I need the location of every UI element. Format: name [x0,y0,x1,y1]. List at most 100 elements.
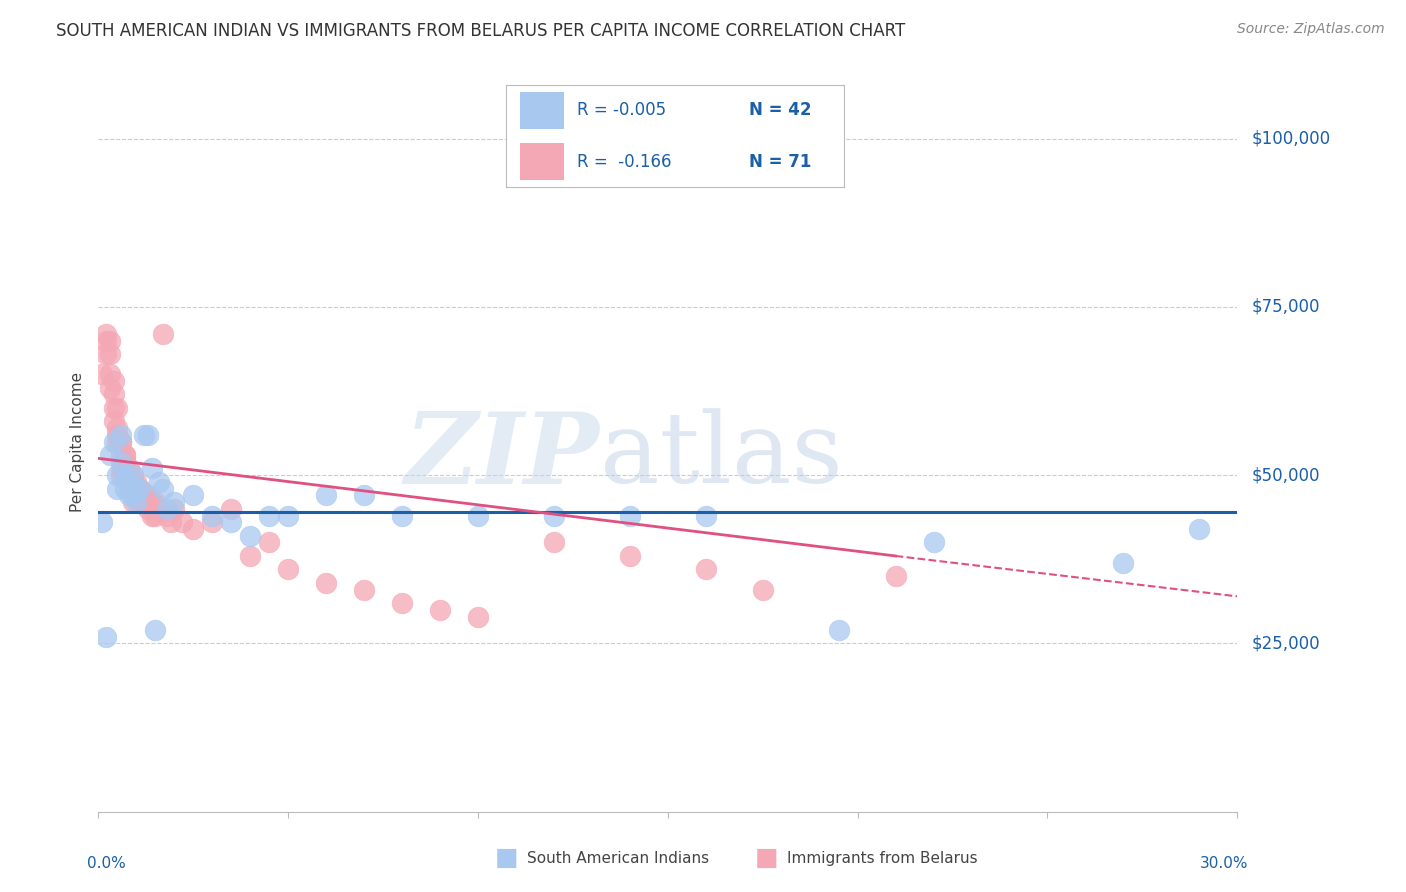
Point [125,475,148,489]
Point [828,623,851,637]
Point [315,488,337,502]
Text: ■: ■ [495,847,517,870]
Point [125,495,148,509]
Point [114,455,136,469]
Point [163,495,186,509]
Point [121,495,143,509]
Point [91,516,114,530]
Point [145,623,167,637]
Text: R = -0.005: R = -0.005 [576,102,666,120]
Point [141,508,163,523]
Point [145,508,167,523]
Point [118,488,141,502]
Point [110,427,132,442]
Point [619,549,641,563]
Point [103,387,125,401]
Point [695,508,717,523]
Text: South American Indians: South American Indians [527,851,710,865]
Text: ZIP: ZIP [405,409,599,505]
Point [118,475,141,489]
Point [121,488,143,502]
Point [110,461,132,475]
Point [103,434,125,449]
Text: R =  -0.166: R = -0.166 [576,153,672,170]
Point [619,508,641,523]
Point [136,427,159,442]
Point [121,468,143,483]
Point [315,575,337,590]
Point [114,448,136,462]
Point [922,535,945,549]
Point [543,508,565,523]
Point [467,508,489,523]
Point [118,475,141,489]
Point [114,468,136,483]
Point [141,495,163,509]
Point [183,522,205,536]
Point [107,421,129,435]
Point [129,488,152,502]
Point [110,455,132,469]
Text: N = 42: N = 42 [749,102,811,120]
Point [1188,522,1211,536]
Text: Immigrants from Belarus: Immigrants from Belarus [787,851,979,865]
Point [118,468,141,483]
Point [752,582,775,597]
Bar [520,144,564,180]
Text: atlas: atlas [599,409,842,504]
Point [132,427,155,442]
Point [201,516,224,530]
Point [107,427,129,442]
Text: 30.0%: 30.0% [1201,856,1249,871]
Point [163,501,186,516]
Point [118,482,141,496]
Point [129,495,152,509]
Point [94,630,117,644]
Point [221,501,243,516]
Point [429,603,451,617]
Point [145,495,167,509]
Point [136,495,159,509]
Bar [520,92,564,128]
Point [543,535,565,549]
Point [125,482,148,496]
Point [114,455,136,469]
Point [107,434,129,449]
Point [183,488,205,502]
Point [467,609,489,624]
Point [884,569,907,583]
Point [125,482,148,496]
Text: N = 71: N = 71 [749,153,811,170]
Point [277,562,299,576]
Point [156,508,179,523]
Point [259,535,281,549]
Point [103,401,125,415]
Point [94,347,117,361]
Point [107,401,129,415]
Point [98,334,121,348]
Point [239,549,262,563]
Point [107,468,129,483]
Point [118,461,141,475]
Point [98,368,121,382]
Point [129,482,152,496]
Point [98,347,121,361]
Point [159,516,181,530]
Point [110,448,132,462]
Text: $100,000: $100,000 [1251,129,1330,148]
Point [132,488,155,502]
Point [110,434,132,449]
Point [114,468,136,483]
Point [391,596,413,610]
Text: SOUTH AMERICAN INDIAN VS IMMIGRANTS FROM BELARUS PER CAPITA INCOME CORRELATION C: SOUTH AMERICAN INDIAN VS IMMIGRANTS FROM… [56,22,905,40]
Text: 0.0%: 0.0% [87,856,125,871]
Text: $25,000: $25,000 [1251,634,1320,652]
Point [259,508,281,523]
Text: $50,000: $50,000 [1251,467,1320,484]
Point [136,501,159,516]
Point [103,374,125,388]
Point [129,482,152,496]
Text: Source: ZipAtlas.com: Source: ZipAtlas.com [1237,22,1385,37]
Point [114,448,136,462]
Point [132,495,155,509]
